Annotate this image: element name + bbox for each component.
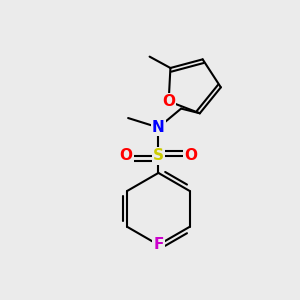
Text: O: O (120, 148, 133, 164)
Text: O: O (184, 148, 197, 164)
Text: F: F (153, 237, 164, 252)
Text: N: N (152, 120, 165, 135)
Text: O: O (162, 94, 175, 109)
Text: S: S (153, 148, 164, 164)
